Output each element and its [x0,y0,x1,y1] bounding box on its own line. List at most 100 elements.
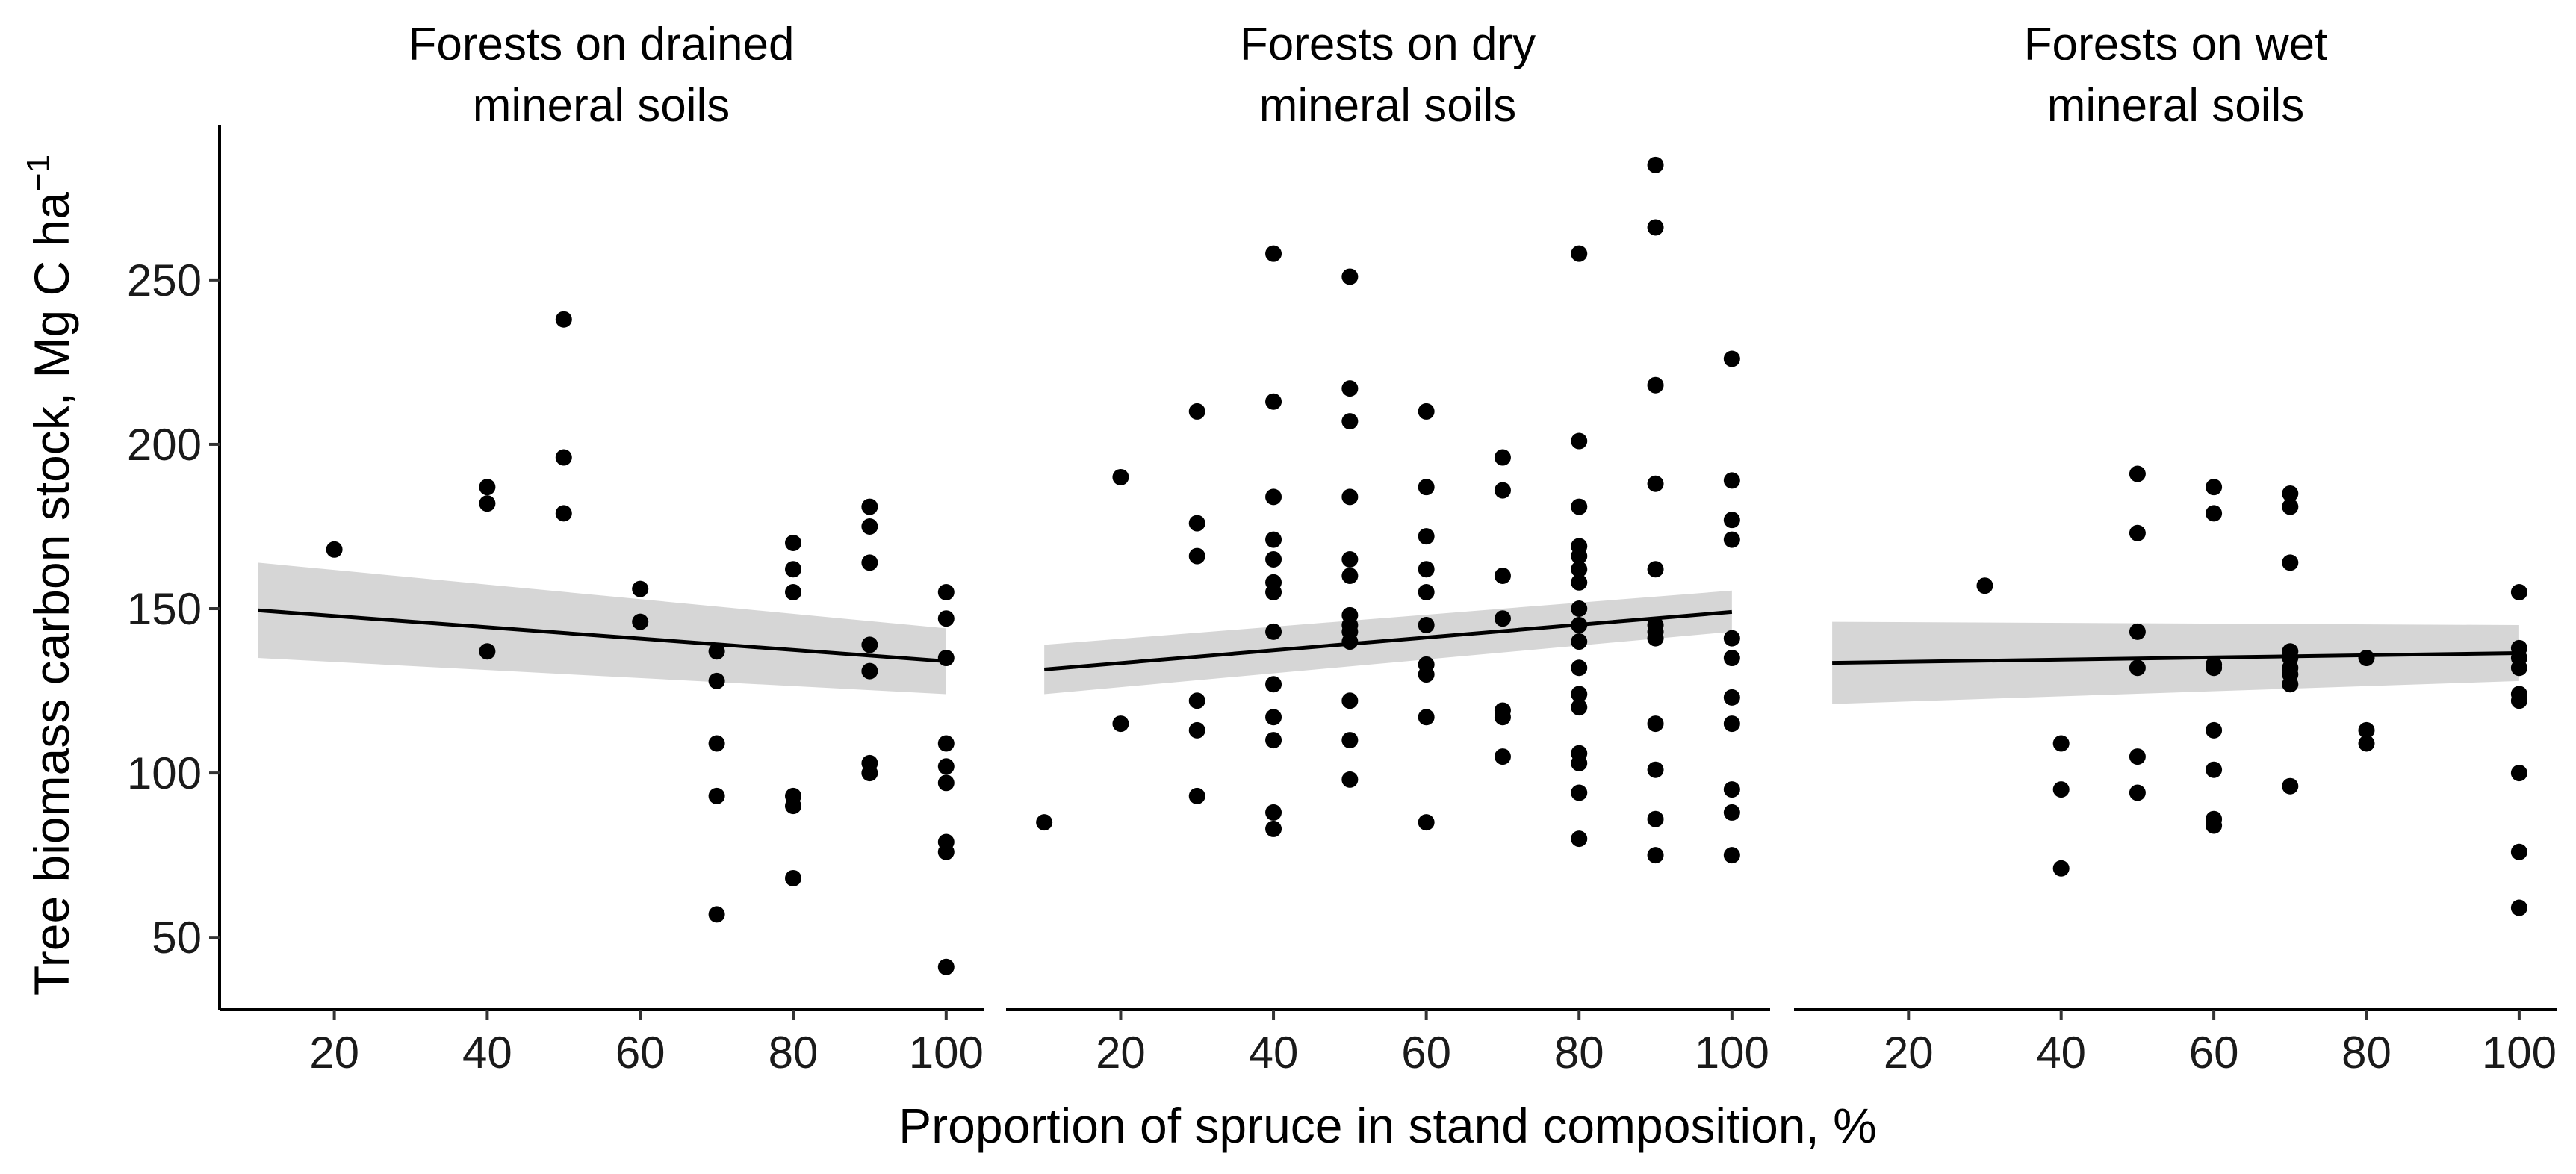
data-point [1723,531,1740,548]
data-point [1265,820,1282,837]
data-point [1571,561,1588,578]
data-point [1647,156,1664,173]
data-point [785,869,801,886]
data-point [1571,784,1588,801]
data-point [1494,709,1511,726]
data-point [2510,692,2527,709]
data-point [2052,860,2070,877]
data-point [785,534,801,551]
data-point [1647,761,1664,778]
data-point [1188,515,1205,532]
data-point [937,758,955,775]
x-tick-label: 40 [462,1028,512,1078]
data-point [2358,650,2375,667]
data-point [1341,488,1359,506]
x-tick-label: 20 [1096,1028,1146,1078]
data-point [479,643,496,660]
data-point [1341,692,1359,709]
facet-title-line1: Forests on drained [409,19,795,70]
data-point [1112,468,1129,485]
data-point [1723,715,1740,733]
data-point [1265,245,1282,262]
data-point [1647,715,1664,733]
data-point [937,958,955,975]
data-point [1976,577,1993,594]
data-point [1571,547,1588,565]
data-point [2129,784,2146,801]
data-point [1341,633,1359,650]
confidence-band [1832,621,2519,704]
facet-title-line2: mineral soils [473,80,730,131]
data-point [555,505,572,522]
data-point [1188,547,1205,565]
data-point [2129,524,2146,541]
data-point [1418,479,1435,496]
data-point [1265,584,1282,601]
data-point [2052,735,2070,752]
data-point [1571,574,1588,591]
data-point [2358,721,2375,739]
data-point [1494,482,1511,499]
data-point [861,765,878,782]
data-point [861,662,878,680]
data-point [1571,432,1588,450]
data-point [937,735,955,752]
data-point [1036,814,1053,831]
data-point [632,613,649,630]
data-point [1265,550,1282,568]
data-point [1265,676,1282,693]
y-tick-label: 200 [127,420,202,470]
x-tick-label: 60 [2189,1028,2239,1078]
y-tick-label: 50 [152,913,202,963]
data-point [1571,830,1588,848]
facet-drained: Forests on drained mineral soils 20 40 60 8… [220,19,984,1078]
data-point [785,798,801,815]
data-point [479,495,496,512]
data-point [1647,475,1664,492]
data-point [555,311,572,328]
data-point [479,479,496,496]
data-point [1647,376,1664,394]
x-tick-label: 60 [615,1028,665,1078]
data-point [1341,268,1359,285]
data-point [1341,550,1359,568]
data-point [1341,568,1359,585]
data-point [2510,659,2527,677]
data-point [1418,709,1435,726]
facet-title-line1: Forests on wet [2024,19,2328,70]
data-point [1418,528,1435,545]
data-point [937,843,955,860]
data-point [1647,630,1664,647]
data-point [2358,735,2375,752]
facet-title-line1: Forests on dry [1240,19,1536,70]
data-point [1188,787,1205,804]
confidence-band [258,562,946,695]
data-point [2282,676,2299,693]
y-tick-label: 250 [127,255,202,305]
data-point [1494,568,1511,585]
x-tick-label: 40 [1249,1028,1299,1078]
y-tick-label: 100 [127,748,202,798]
y-axis-title-superscript: −1 [20,155,57,192]
data-point [2206,761,2223,778]
data-point [1341,380,1359,397]
data-point [861,498,878,515]
data-point [1188,721,1205,739]
data-point [2510,584,2527,601]
y-axis-ticks: 50 100 150 200 250 [127,255,220,963]
data-point [1571,686,1588,703]
data-point [1112,715,1129,733]
data-point [1265,393,1282,410]
data-point [2510,765,2527,782]
regression-line [258,608,946,663]
data-point [1265,488,1282,506]
data-point [1188,403,1205,420]
data-point [1418,617,1435,634]
data-point [1494,748,1511,765]
data-point [2129,465,2146,482]
data-point [1723,689,1740,706]
data-point [785,561,801,578]
x-tick-label: 80 [2341,1028,2392,1078]
x-tick-label: 20 [309,1028,359,1078]
data-point [2206,817,2223,834]
